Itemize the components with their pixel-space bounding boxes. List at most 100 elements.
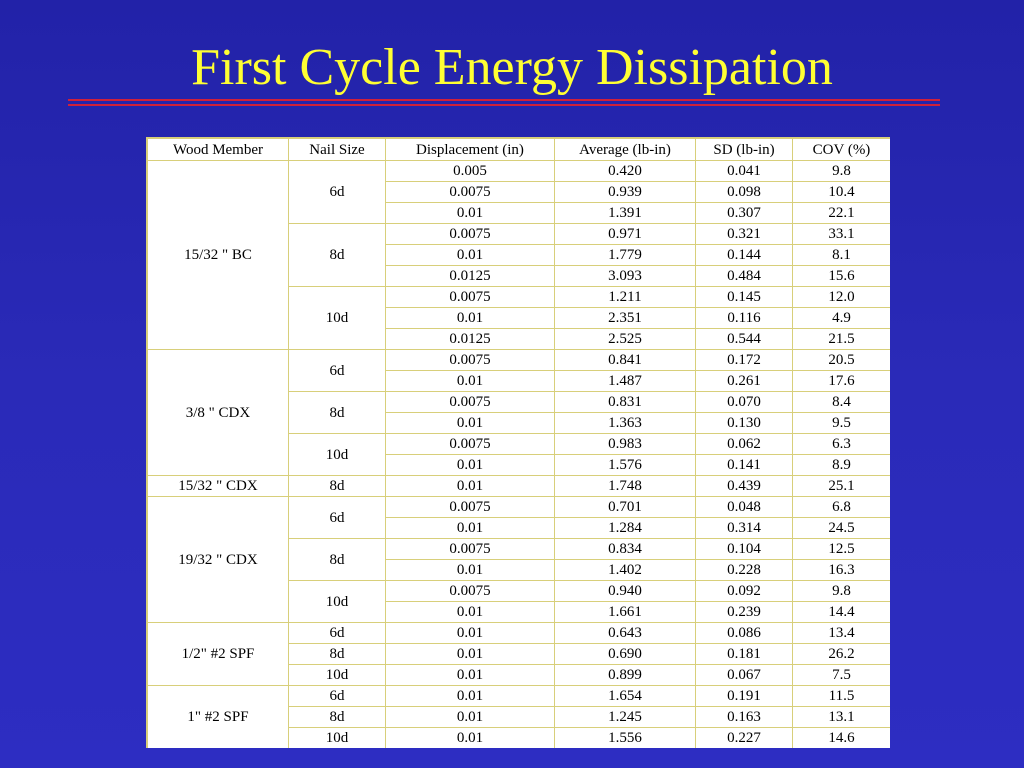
sd-cell: 0.141 bbox=[695, 454, 793, 476]
average-cell: 2.525 bbox=[554, 328, 696, 350]
table-row: 10d 0.0075 0.940 0.092 9.8 bbox=[148, 580, 890, 623]
average-cell: 1.576 bbox=[554, 454, 696, 476]
cov-cell: 12.0 bbox=[792, 286, 890, 308]
table-row: 0.01 1.661 0.239 14.4 bbox=[148, 601, 890, 623]
table-header: Wood Member Nail Size Displacement (in) … bbox=[147, 138, 890, 161]
sd-cell: 0.307 bbox=[695, 202, 793, 224]
table-row: 0.0125 2.525 0.544 21.5 bbox=[148, 328, 890, 350]
average-cell: 1.661 bbox=[554, 601, 696, 623]
header-wood-member: Wood Member bbox=[147, 138, 289, 161]
header-row: Wood Member Nail Size Displacement (in) … bbox=[147, 138, 890, 161]
average-cell: 1.211 bbox=[554, 286, 696, 308]
wood-member-cell: 19/32 " CDX bbox=[147, 496, 289, 623]
table-row: 10d 0.01 1.556 0.227 14.6 bbox=[148, 727, 890, 748]
average-cell: 0.841 bbox=[554, 349, 696, 371]
header-displacement: Displacement (in) bbox=[385, 138, 555, 161]
cov-cell: 22.1 bbox=[792, 202, 890, 224]
sd-cell: 0.544 bbox=[695, 328, 793, 350]
cov-cell: 9.5 bbox=[792, 412, 890, 434]
average-cell: 3.093 bbox=[554, 265, 696, 287]
average-cell: 0.971 bbox=[554, 223, 696, 245]
cov-cell: 26.2 bbox=[792, 643, 890, 665]
displacement-cell: 0.01 bbox=[385, 727, 555, 748]
nail-size-cell: 8d bbox=[288, 643, 386, 665]
average-cell: 0.690 bbox=[554, 643, 696, 665]
cov-cell: 8.4 bbox=[792, 391, 890, 413]
cov-cell: 8.9 bbox=[792, 454, 890, 476]
cov-cell: 21.5 bbox=[792, 328, 890, 350]
cov-cell: 24.5 bbox=[792, 517, 890, 539]
sd-cell: 0.321 bbox=[695, 223, 793, 245]
displacement-cell: 0.0075 bbox=[385, 538, 555, 560]
table-row: 15/32 " CDX 8d 0.01 1.748 0.439 25.1 bbox=[147, 475, 890, 497]
displacement-cell: 0.005 bbox=[385, 160, 555, 182]
sd-cell: 0.092 bbox=[695, 580, 793, 602]
nail-size-cell: 8d bbox=[288, 475, 386, 497]
nail-size-cell: 8d bbox=[288, 223, 386, 287]
table-row: 10d 0.0075 1.211 0.145 12.0 bbox=[148, 286, 890, 350]
nail-size-cell: 10d bbox=[288, 286, 386, 350]
displacement-cell: 0.01 bbox=[385, 475, 555, 497]
average-cell: 0.983 bbox=[554, 433, 696, 455]
displacement-cell: 0.0075 bbox=[385, 181, 555, 203]
cov-cell: 9.8 bbox=[792, 160, 890, 182]
sd-cell: 0.041 bbox=[695, 160, 793, 182]
cov-cell: 14.4 bbox=[792, 601, 890, 623]
nail-size-cell: 6d bbox=[288, 496, 386, 539]
sd-cell: 0.227 bbox=[695, 727, 793, 748]
displacement-cell: 0.01 bbox=[385, 685, 555, 707]
displacement-cell: 0.01 bbox=[385, 559, 555, 581]
average-cell: 0.643 bbox=[554, 622, 696, 644]
sd-cell: 0.172 bbox=[695, 349, 793, 371]
average-cell: 0.701 bbox=[554, 496, 696, 518]
displacement-cell: 0.0075 bbox=[385, 496, 555, 518]
sd-cell: 0.130 bbox=[695, 412, 793, 434]
average-cell: 1.284 bbox=[554, 517, 696, 539]
nail-size-cell: 10d bbox=[288, 433, 386, 476]
energy-dissipation-table: Wood Member Nail Size Displacement (in) … bbox=[147, 138, 890, 748]
slide-title: First Cycle Energy Dissipation bbox=[191, 39, 833, 96]
displacement-cell: 0.01 bbox=[385, 454, 555, 476]
cov-cell: 9.8 bbox=[792, 580, 890, 602]
average-cell: 1.391 bbox=[554, 202, 696, 224]
cov-cell: 14.6 bbox=[792, 727, 890, 748]
sd-cell: 0.163 bbox=[695, 706, 793, 728]
table-row: 0.01 1.402 0.228 16.3 bbox=[148, 559, 890, 581]
cov-cell: 17.6 bbox=[792, 370, 890, 392]
table-row: 0.01 1.363 0.130 9.5 bbox=[148, 412, 890, 434]
sd-cell: 0.484 bbox=[695, 265, 793, 287]
table-row: 0.01 1.576 0.141 8.9 bbox=[148, 454, 890, 476]
sd-cell: 0.098 bbox=[695, 181, 793, 203]
average-cell: 0.831 bbox=[554, 391, 696, 413]
nail-size-cell: 8d bbox=[288, 538, 386, 581]
title-underline-top bbox=[68, 99, 940, 101]
cov-cell: 33.1 bbox=[792, 223, 890, 245]
sd-cell: 0.439 bbox=[695, 475, 793, 497]
table-row: 1/2" #2 SPF 6d 0.01 0.643 0.086 13.4 bbox=[147, 622, 890, 686]
cov-cell: 7.5 bbox=[792, 664, 890, 686]
nail-size-cell: 8d bbox=[288, 391, 386, 434]
header-cov: COV (%) bbox=[792, 138, 890, 161]
cov-cell: 13.4 bbox=[792, 622, 890, 644]
table-row: 8d 0.0075 0.834 0.104 12.5 bbox=[148, 538, 890, 581]
sd-cell: 0.228 bbox=[695, 559, 793, 581]
sd-cell: 0.314 bbox=[695, 517, 793, 539]
average-cell: 1.748 bbox=[554, 475, 696, 497]
sd-cell: 0.067 bbox=[695, 664, 793, 686]
header-average: Average (lb-in) bbox=[554, 138, 696, 161]
cov-cell: 11.5 bbox=[792, 685, 890, 707]
cov-cell: 10.4 bbox=[792, 181, 890, 203]
wood-member-cell: 15/32 " BC bbox=[147, 160, 289, 350]
energy-dissipation-table-container: Wood Member Nail Size Displacement (in) … bbox=[146, 137, 890, 748]
sd-cell: 0.239 bbox=[695, 601, 793, 623]
sd-cell: 0.086 bbox=[695, 622, 793, 644]
average-cell: 1.779 bbox=[554, 244, 696, 266]
cov-cell: 4.9 bbox=[792, 307, 890, 329]
displacement-cell: 0.0075 bbox=[385, 223, 555, 245]
displacement-cell: 0.01 bbox=[385, 622, 555, 644]
table-row: 8d 0.0075 0.831 0.070 8.4 bbox=[148, 391, 890, 434]
average-cell: 0.939 bbox=[554, 181, 696, 203]
wood-member-cell: 15/32 " CDX bbox=[147, 475, 289, 497]
average-cell: 1.487 bbox=[554, 370, 696, 392]
cov-cell: 8.1 bbox=[792, 244, 890, 266]
